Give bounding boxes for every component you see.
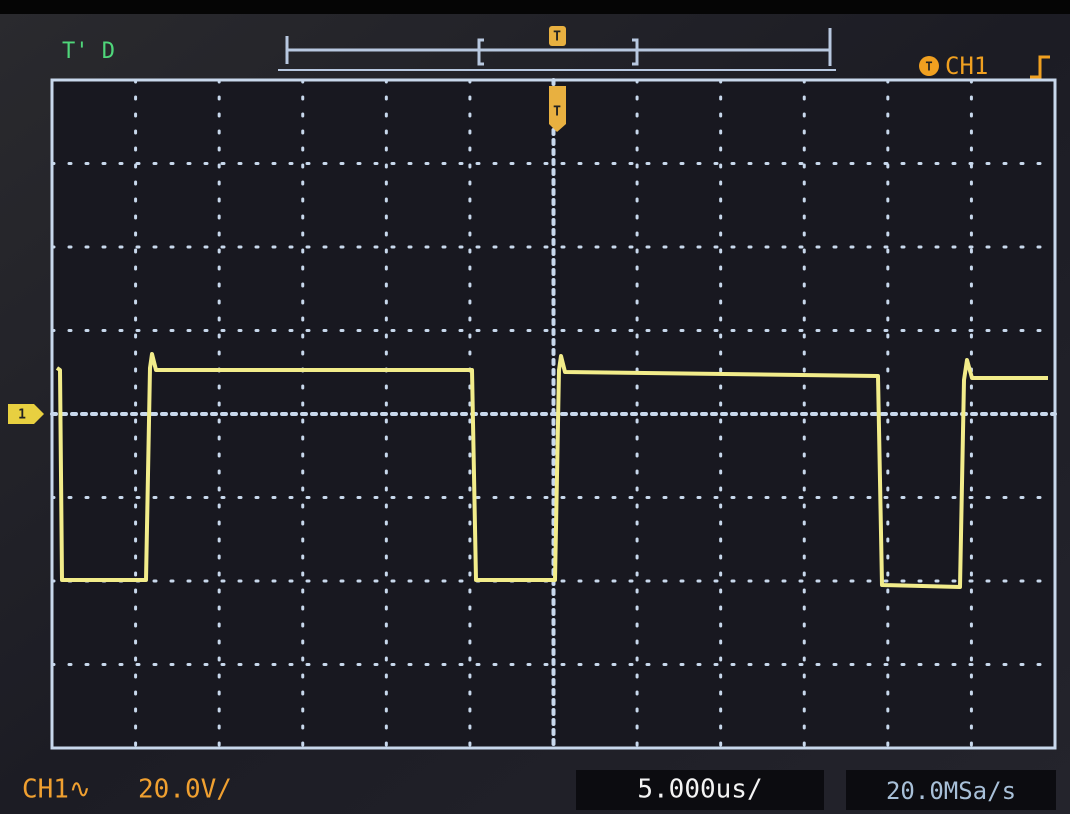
trigger-source: CH1 xyxy=(945,52,988,80)
trigger-icon-label: T xyxy=(925,60,932,74)
sample-rate: 20.0MSa/s xyxy=(886,777,1016,805)
trigger-position-label: T xyxy=(553,30,561,45)
channel-marker-label: 1 xyxy=(18,408,26,423)
volts-per-div: 20.0V/ xyxy=(138,775,232,805)
oscilloscope-screen: T' D T T CH1 T 1 CH1∿ 20.0V/ 5.000us/ 20… xyxy=(0,0,1070,814)
trigger-time-label: T xyxy=(553,105,561,120)
bezel-top xyxy=(0,0,1070,14)
channel-label: CH1∿ xyxy=(22,775,91,805)
time-per-div: 5.000us/ xyxy=(637,775,762,805)
status-text: T' D xyxy=(62,39,115,64)
